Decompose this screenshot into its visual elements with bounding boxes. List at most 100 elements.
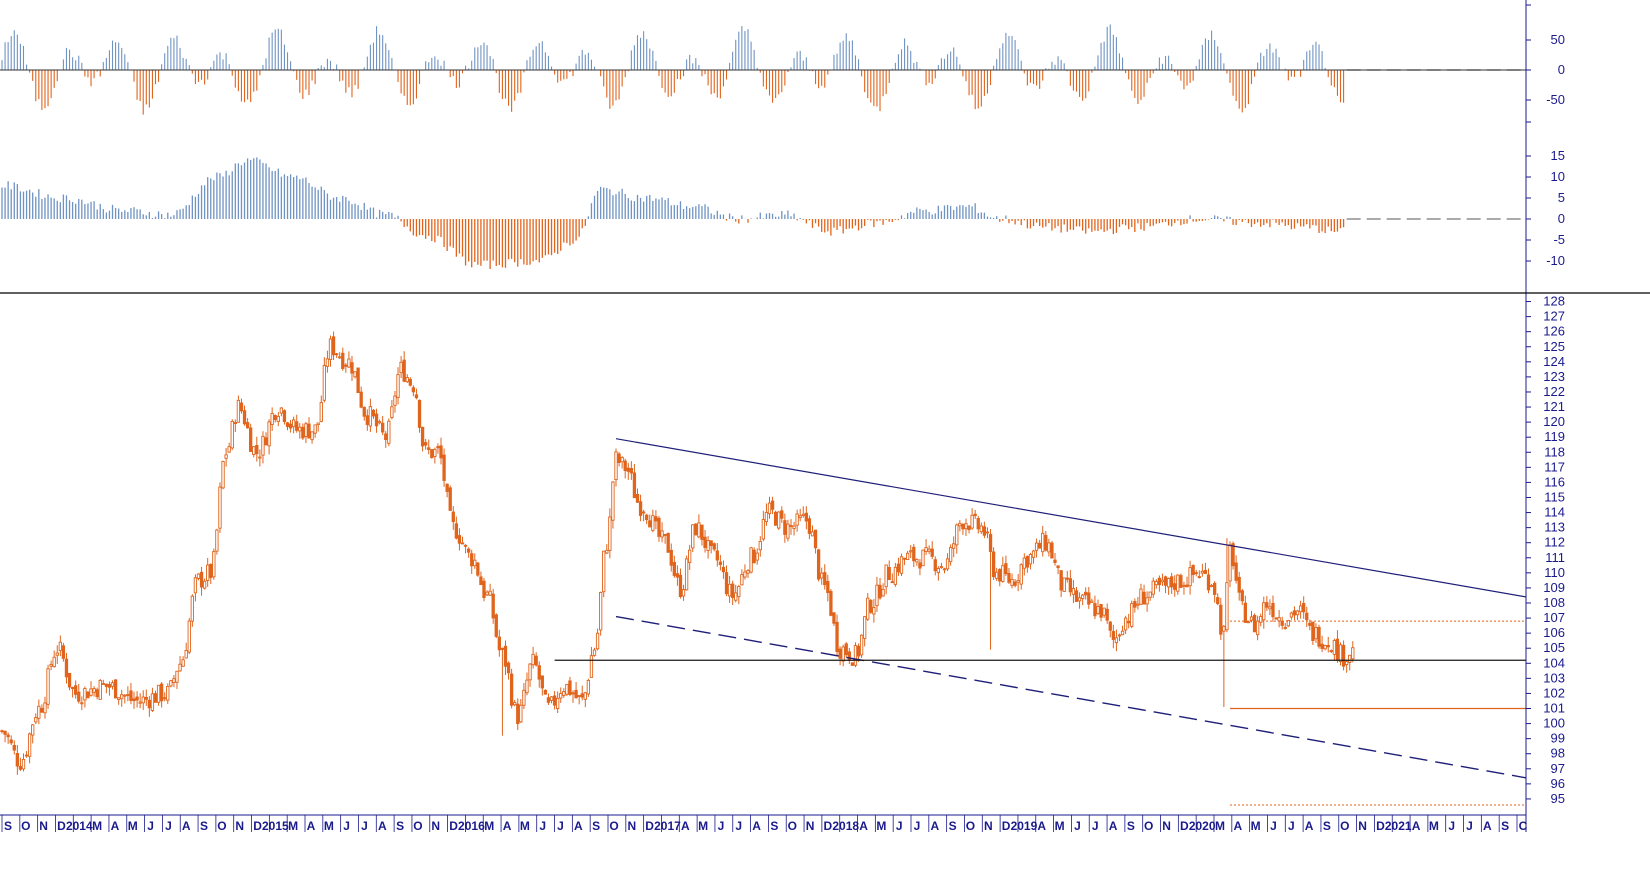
price-candle-body — [1216, 597, 1220, 605]
price-candle-body — [740, 574, 744, 586]
price-candle-body — [1148, 591, 1152, 598]
price-candle-body — [516, 703, 520, 725]
price-candle-body — [245, 422, 250, 429]
price-candle-body — [556, 697, 560, 709]
price-candle-body — [559, 693, 563, 699]
price-candle-body — [34, 717, 38, 723]
price-candle-body — [1225, 582, 1229, 631]
x-axis-label: J — [1448, 819, 1455, 833]
price-candle-body — [1028, 553, 1033, 565]
price-candle-body — [1176, 574, 1180, 592]
x-axis-label: S — [1501, 819, 1509, 833]
price-candle-body — [1157, 577, 1162, 586]
x-axis-label: J — [1074, 819, 1081, 833]
price-candle-body — [1326, 644, 1330, 648]
price-candle-body — [436, 446, 440, 449]
x-axis-label: 2016 — [458, 819, 485, 833]
x-axis-label: A — [1233, 819, 1242, 833]
x-axis-label: O — [217, 819, 226, 833]
x-axis-label: N — [627, 819, 636, 833]
price-candle-body — [942, 568, 947, 571]
price-candle-body — [83, 688, 87, 701]
price-candle-body — [31, 724, 35, 736]
osc1-ytick-label: -50 — [1546, 92, 1565, 107]
price-candle-body — [135, 696, 139, 701]
price-candle-body — [319, 402, 323, 422]
price-candle-body — [1068, 578, 1073, 593]
price-candle-body — [80, 702, 84, 705]
price-candle-body — [1062, 577, 1066, 592]
price-candle-body — [304, 423, 308, 437]
x-axis-label: N — [39, 819, 48, 833]
price-candle-body — [660, 530, 664, 538]
price-candle-body — [988, 533, 993, 552]
price-candle-body — [1329, 650, 1333, 653]
price-candle-body — [1117, 634, 1122, 637]
price-candle-body — [1243, 602, 1248, 623]
price-candle-body — [439, 445, 443, 459]
price-candle-body — [1136, 603, 1140, 606]
price-candle-body — [1114, 637, 1119, 644]
x-axis-label: N — [431, 819, 440, 833]
price-candle-body — [798, 515, 802, 519]
price-candle-body — [1206, 574, 1211, 591]
price-candle-body — [1041, 532, 1045, 553]
x-axis-label: S — [949, 819, 957, 833]
price-candle-body — [1038, 542, 1042, 549]
price-candle-body — [1262, 602, 1266, 621]
price-candle-body — [703, 536, 707, 548]
price-candle-body — [1170, 576, 1174, 588]
price-candle-body — [681, 589, 686, 597]
x-axis-label: O — [1144, 819, 1153, 833]
price-candle-body — [1311, 621, 1315, 642]
price-candle-body — [970, 514, 974, 529]
price-candle-body — [820, 572, 824, 579]
price-candle-body — [147, 699, 152, 709]
x-axis-label: A — [1037, 819, 1046, 833]
x-axis-label: S — [592, 819, 600, 833]
price-candle-body — [138, 701, 142, 704]
price-candle-body — [528, 663, 532, 681]
support-trend-line — [615, 615, 1527, 779]
price-ytick-label: 107 — [1543, 610, 1565, 625]
price-candle-body — [1010, 578, 1014, 586]
price-candle-body — [1123, 617, 1128, 631]
x-axis-label: O — [609, 819, 618, 833]
price-candle-body — [1019, 564, 1023, 585]
price-candle-body — [869, 599, 873, 613]
price-candle-body — [623, 460, 627, 471]
x-axis-label: J — [1288, 819, 1295, 833]
price-candle-body — [626, 467, 630, 472]
price-candle-body — [1271, 602, 1275, 618]
price-candle-body — [737, 585, 741, 598]
price-candle-body — [107, 684, 112, 688]
price-candle-body — [506, 662, 511, 674]
price-ytick-label: 101 — [1543, 701, 1565, 716]
price-ytick-label: 115 — [1544, 489, 1565, 504]
x-axis-label: A — [1483, 819, 1492, 833]
price-ytick-label: 122 — [1543, 384, 1565, 399]
price-candle-body — [850, 662, 855, 666]
price-candle-body — [955, 524, 959, 546]
price-candle-body — [773, 511, 778, 526]
price-candle-body — [1034, 542, 1039, 551]
price-candle-body — [1163, 576, 1168, 586]
price-candle-body — [460, 542, 465, 545]
price-candle-body — [945, 558, 950, 570]
price-candle-body — [344, 364, 348, 367]
x-axis-label: A — [681, 819, 690, 833]
price-candle-body — [1212, 582, 1217, 595]
price-candle-body — [1093, 603, 1097, 617]
price-candle-body — [325, 358, 330, 367]
price-candle-body — [878, 584, 882, 599]
price-ytick-label: 127 — [1543, 309, 1565, 324]
price-candle-body — [632, 472, 637, 499]
price-candle-body — [0, 730, 4, 733]
price-candle-body — [638, 501, 643, 516]
price-candle-body — [807, 518, 812, 534]
price-candle-body — [1249, 616, 1254, 621]
x-axis-label: A — [574, 819, 583, 833]
price-candle-body — [371, 409, 376, 417]
price-candle-body — [976, 518, 980, 530]
x-axis-label: A — [859, 819, 868, 833]
